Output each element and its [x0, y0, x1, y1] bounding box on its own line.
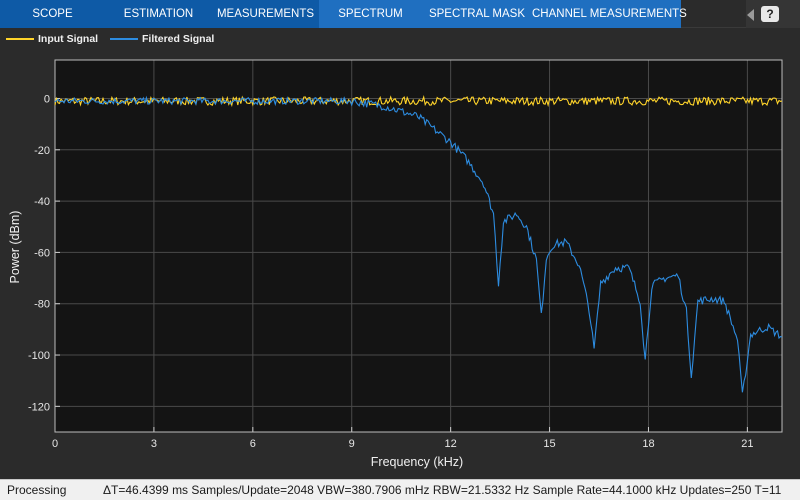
- legend: Input Signal Filtered Signal: [0, 28, 800, 50]
- series-input-signal: [54, 94, 783, 108]
- x-tick-label: 0: [52, 438, 58, 450]
- tab-estimation[interactable]: ESTIMATION: [105, 0, 212, 28]
- y-tick-label: 0: [44, 93, 50, 105]
- tab-spectrum[interactable]: SPECTRUM: [319, 0, 422, 28]
- y-tick-label: -120: [28, 401, 50, 413]
- y-tick-label: -20: [34, 145, 50, 157]
- legend-line-swatch: [110, 38, 138, 40]
- help-icon[interactable]: ?: [761, 6, 779, 22]
- tab-scope[interactable]: SCOPE: [0, 0, 105, 28]
- y-tick-label: -80: [34, 299, 50, 311]
- series-layer: [54, 94, 783, 393]
- legend-item-input-signal[interactable]: Input Signal: [6, 28, 116, 50]
- tab-bar: SCOPE ESTIMATION MEASUREMENTS SPECTRUM S…: [0, 0, 800, 28]
- x-tick-label: 3: [151, 438, 157, 450]
- axes: 0 3 6 9 12 15 18 21 0 -20 -40 -60 -80 -100 -120: [28, 59, 783, 450]
- plot-frame: [54, 59, 783, 433]
- collapse-arrow-icon[interactable]: [747, 9, 754, 21]
- x-tick-label: 18: [642, 438, 654, 450]
- plot-background: [55, 60, 782, 432]
- x-tick-label: 9: [349, 438, 355, 450]
- x-tick-label: 12: [445, 438, 457, 450]
- x-tick-label: 6: [250, 438, 256, 450]
- y-tick-label: -60: [34, 247, 50, 259]
- legend-line-swatch: [6, 38, 34, 40]
- legend-item-filtered-signal[interactable]: Filtered Signal: [110, 28, 240, 50]
- tab-spectral-mask[interactable]: SPECTRAL MASK: [422, 0, 532, 28]
- x-tick-label: 21: [741, 438, 753, 450]
- status-bar: Processing ΔT=46.4399 ms Samples/Update=…: [0, 479, 800, 500]
- series-filtered-signal: [54, 95, 783, 393]
- status-processing: Processing: [7, 483, 67, 497]
- legend-label: Filtered Signal: [142, 33, 215, 45]
- legend-label: Input Signal: [38, 33, 99, 45]
- x-tick-label: 15: [543, 438, 555, 450]
- y-axis-label: Power (dBm): [8, 211, 22, 284]
- y-tick-label: -100: [28, 350, 50, 362]
- tab-measurements[interactable]: MEASUREMENTS: [212, 0, 319, 28]
- y-tick-label: -40: [34, 196, 50, 208]
- tab-channel-measurements[interactable]: CHANNEL MEASUREMENTS: [532, 0, 687, 28]
- x-axis-label: Frequency (kHz): [371, 455, 463, 469]
- status-measurements: ΔT=46.4399 ms Samples/Update=2048 VBW=38…: [103, 483, 782, 497]
- spectrum-plot[interactable]: 0 3 6 9 12 15 18 21 0 -20 -40 -60 -80 -100 -120 Freque…: [0, 50, 800, 478]
